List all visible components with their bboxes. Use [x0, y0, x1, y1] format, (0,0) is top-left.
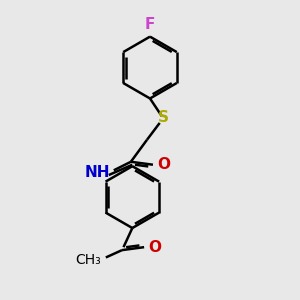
Text: O: O [158, 157, 170, 172]
Text: S: S [158, 110, 169, 125]
Text: F: F [145, 17, 155, 32]
Text: CH₃: CH₃ [76, 254, 101, 267]
Text: O: O [148, 240, 161, 255]
Text: NH: NH [85, 165, 110, 180]
